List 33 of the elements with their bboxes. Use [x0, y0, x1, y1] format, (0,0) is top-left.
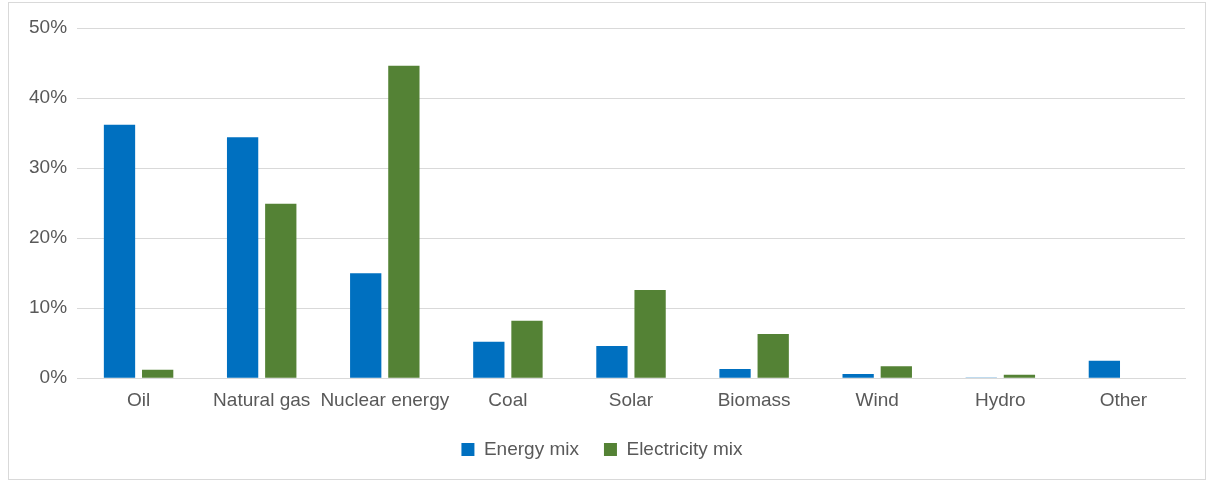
x-tick-label: Biomass	[717, 388, 791, 410]
x-tick-label: Solar	[608, 388, 654, 410]
bar	[842, 374, 874, 378]
y-tick-label: 30%	[29, 156, 68, 178]
bar	[142, 369, 174, 378]
bar	[719, 369, 751, 378]
bar	[511, 320, 543, 378]
bar	[350, 273, 382, 378]
y-tick-label: 0%	[39, 366, 68, 388]
bar	[1003, 374, 1036, 378]
x-tick-label: Natural gas	[213, 388, 311, 410]
bar	[103, 124, 136, 378]
legend-label: Energy mix	[483, 437, 580, 459]
bar	[880, 366, 912, 378]
bar	[596, 345, 628, 378]
x-tick-label: Other	[1099, 388, 1148, 410]
x-tick-label: Wind	[855, 388, 899, 410]
bar	[388, 65, 420, 378]
y-tick-label: 50%	[29, 16, 68, 38]
x-tick-label: Hydro	[974, 388, 1026, 410]
legend-label: Electricity mix	[626, 437, 744, 459]
x-tick-label: Nuclear energy	[320, 388, 450, 410]
x-tick-label: Coal	[488, 388, 528, 410]
bar	[634, 289, 666, 378]
bar	[265, 203, 297, 378]
y-tick-label: 10%	[29, 296, 68, 318]
bar	[226, 137, 259, 378]
y-tick-label: 40%	[29, 86, 68, 108]
bar	[757, 334, 789, 378]
bar	[1088, 360, 1121, 378]
x-tick-label: Oil	[126, 388, 151, 410]
bar	[473, 341, 505, 378]
y-tick-label: 20%	[29, 226, 68, 248]
